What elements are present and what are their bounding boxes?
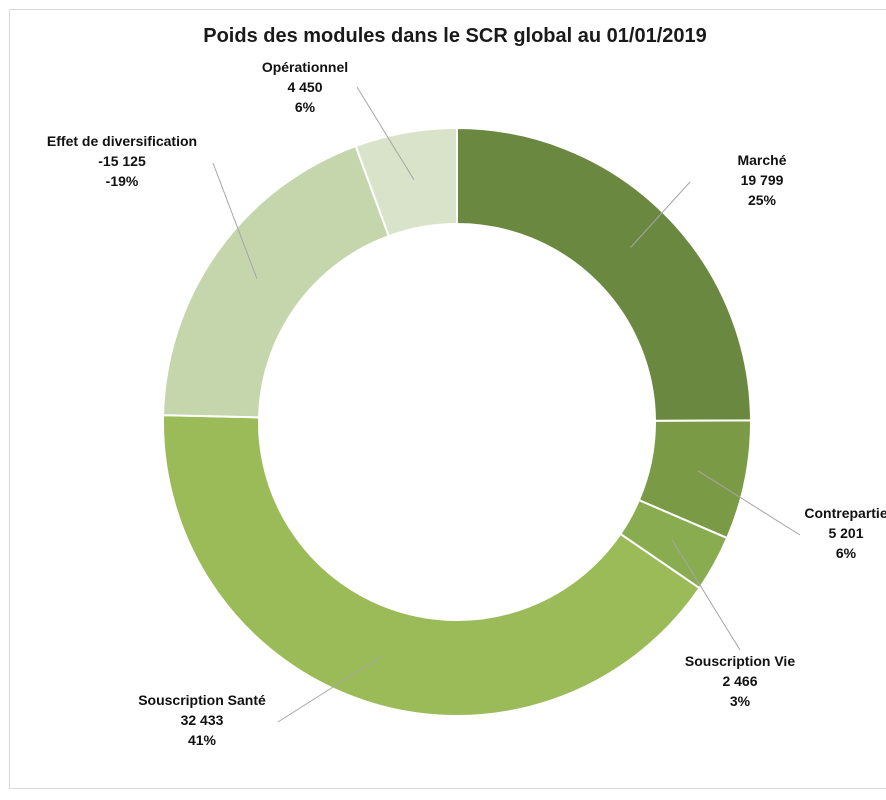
label-name-effet-de-diversification: Effet de diversification: [47, 133, 197, 149]
label-name-souscription-sante: Souscription Santé: [138, 692, 266, 708]
leader-line-souscription-vie: [672, 540, 741, 651]
slice-operationnel[interactable]: [354, 126, 458, 238]
label-percent-contrepartie: 6%: [836, 545, 857, 561]
leader-lines-group: [212, 86, 801, 723]
label-value-effet-de-diversification: -15 125: [98, 153, 146, 169]
label-percent-souscription-vie: 3%: [730, 693, 751, 709]
slice-effet-de-diversification[interactable]: [162, 144, 391, 419]
slices-group: [162, 126, 753, 717]
label-value-marche: 19 799: [741, 172, 784, 188]
label-name-souscription-vie: Souscription Vie: [685, 653, 795, 669]
label-value-operationnel: 4 450: [287, 79, 322, 95]
data-labels-group: Marché 19 799 25% Contrepartie 5 201 6% Souscr…: [47, 59, 886, 748]
label-name-marche: Marché: [737, 152, 786, 168]
label-percent-operationnel: 6%: [295, 99, 316, 115]
label-name-contrepartie: Contrepartie: [804, 505, 886, 521]
leader-line-marche: [630, 181, 691, 248]
label-name-operationnel: Opérationnel: [262, 59, 348, 75]
slice-souscription-sante[interactable]: [162, 414, 701, 717]
leader-line-contrepartie: [697, 470, 801, 536]
label-value-contrepartie: 5 201: [828, 525, 863, 541]
chart-title: Poids des modules dans le SCR global au …: [203, 25, 707, 47]
leader-line-operationnel: [356, 86, 415, 181]
label-value-souscription-sante: 32 433: [181, 712, 224, 728]
slice-marche[interactable]: [456, 126, 753, 422]
label-percent-souscription-sante: 41%: [188, 732, 217, 748]
leader-line-effet-de-diversification: [212, 162, 258, 280]
label-percent-marche: 25%: [748, 192, 777, 208]
leader-line-souscription-sante: [277, 655, 382, 723]
label-value-souscription-vie: 2 466: [722, 673, 757, 689]
label-percent-effet-de-diversification: -19%: [106, 173, 139, 189]
